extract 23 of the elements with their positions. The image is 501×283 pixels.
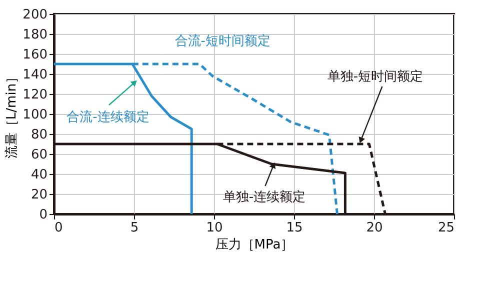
- x-tick-label: 10: [206, 220, 223, 236]
- y-tick-label: 40: [30, 168, 48, 182]
- y-tick-label: 80: [30, 128, 48, 142]
- x-tick-label: 5: [130, 220, 139, 236]
- y-tick-label: 160: [22, 48, 48, 62]
- x-tick-label: 15: [286, 220, 303, 236]
- y-tick-label: 200: [22, 8, 48, 22]
- x-tick-label: 25: [438, 220, 454, 236]
- y-axis-title: 流量［L/min］: [4, 70, 20, 159]
- annotation: 单独-短时间额定: [327, 70, 424, 84]
- y-tick-label: 100: [22, 108, 48, 122]
- x-tick-label: 20: [366, 220, 383, 236]
- x-axis-title: 压力［MPa］: [215, 238, 294, 252]
- annotation: 合流-短时间额定: [174, 33, 270, 49]
- x-tick-label: 0: [54, 220, 63, 236]
- y-tick-label: 20: [30, 188, 48, 202]
- y-tick-label: 60: [30, 148, 48, 162]
- annotation: 单独-连续额定: [222, 190, 306, 205]
- y-tick-label: 0: [39, 208, 48, 222]
- y-tick-label: 180: [22, 28, 48, 42]
- y-tick-label: 140: [22, 68, 48, 82]
- y-tick-label: 120: [22, 88, 48, 102]
- annotation: 合流-连续额定: [66, 109, 150, 125]
